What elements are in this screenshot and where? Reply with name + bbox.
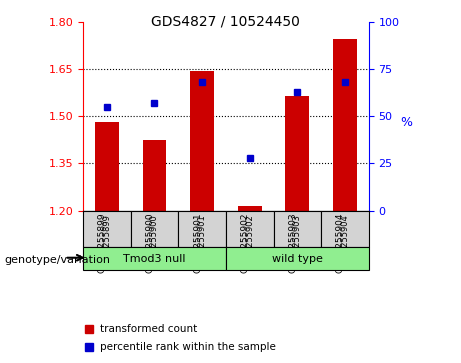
FancyBboxPatch shape bbox=[83, 247, 226, 270]
Text: GSM1255900: GSM1255900 bbox=[145, 212, 154, 273]
FancyBboxPatch shape bbox=[321, 211, 369, 247]
Text: genotype/variation: genotype/variation bbox=[5, 254, 111, 265]
FancyBboxPatch shape bbox=[130, 211, 178, 247]
Text: GSM1255902: GSM1255902 bbox=[241, 212, 250, 273]
Y-axis label: %: % bbox=[401, 116, 413, 129]
Text: GDS4827 / 10524450: GDS4827 / 10524450 bbox=[152, 15, 300, 29]
Text: GSM1255901: GSM1255901 bbox=[198, 214, 207, 270]
Text: Tmod3 null: Tmod3 null bbox=[123, 254, 186, 264]
Text: GSM1255902: GSM1255902 bbox=[245, 214, 254, 270]
Text: GSM1255900: GSM1255900 bbox=[150, 214, 159, 270]
Text: percentile rank within the sample: percentile rank within the sample bbox=[100, 342, 276, 352]
FancyBboxPatch shape bbox=[83, 211, 130, 247]
Text: GSM1255903: GSM1255903 bbox=[288, 212, 297, 273]
Bar bbox=[190, 70, 214, 211]
Text: GSM1255904: GSM1255904 bbox=[336, 212, 345, 273]
FancyBboxPatch shape bbox=[226, 211, 273, 247]
Text: GSM1255904: GSM1255904 bbox=[341, 214, 349, 270]
Bar bbox=[95, 122, 118, 211]
FancyBboxPatch shape bbox=[178, 211, 226, 247]
Text: GSM1255899: GSM1255899 bbox=[102, 214, 111, 270]
Bar bbox=[285, 96, 309, 211]
Text: transformed count: transformed count bbox=[100, 323, 197, 334]
Text: GSM1255903: GSM1255903 bbox=[293, 214, 302, 270]
Text: GSM1255899: GSM1255899 bbox=[98, 212, 107, 273]
FancyBboxPatch shape bbox=[226, 247, 369, 270]
Bar bbox=[333, 39, 357, 211]
Text: GSM1255901: GSM1255901 bbox=[193, 212, 202, 273]
FancyBboxPatch shape bbox=[273, 211, 321, 247]
Bar bbox=[142, 140, 166, 211]
Bar bbox=[238, 206, 261, 211]
Text: wild type: wild type bbox=[272, 254, 323, 264]
